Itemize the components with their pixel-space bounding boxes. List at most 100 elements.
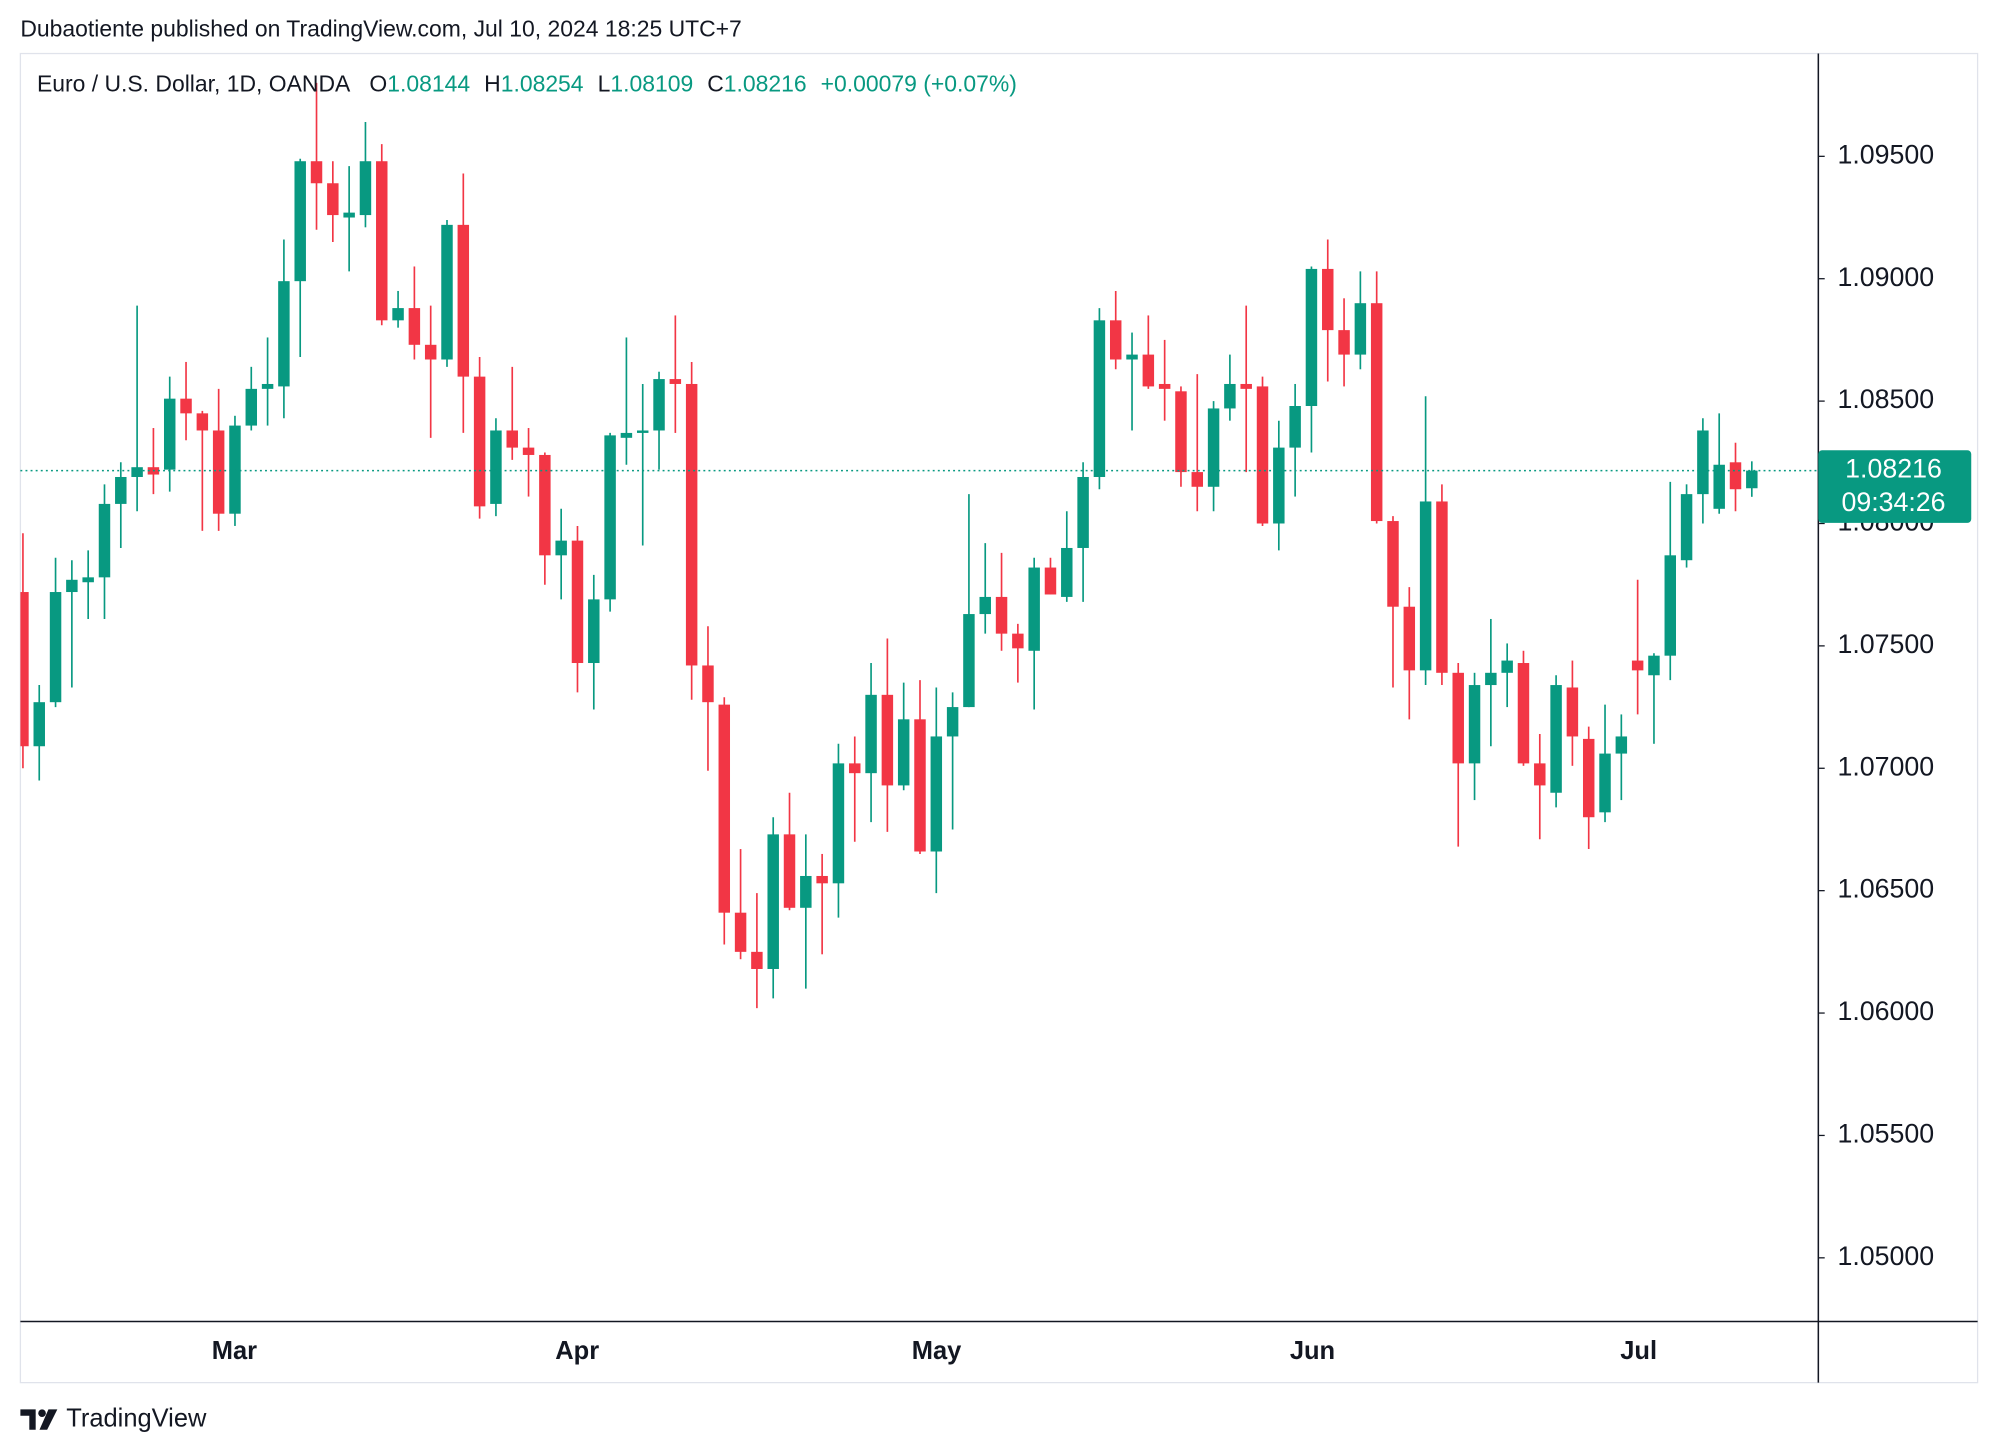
candle-body bbox=[571, 540, 584, 664]
y-tick-label: 1.06000 bbox=[1837, 996, 1934, 1026]
candle-body bbox=[1256, 386, 1269, 524]
x-tick-label: Apr bbox=[555, 1337, 599, 1365]
candle-body bbox=[278, 281, 290, 387]
candle-body bbox=[849, 763, 861, 774]
last-price-box bbox=[1818, 450, 1972, 523]
y-tick-label: 1.07000 bbox=[1837, 751, 1934, 781]
candle-body bbox=[1077, 476, 1089, 548]
candle-body bbox=[1012, 633, 1024, 649]
candle-body bbox=[522, 447, 535, 455]
candle-body bbox=[294, 161, 306, 282]
candle-body bbox=[1305, 268, 1318, 407]
candle-body bbox=[1093, 320, 1106, 477]
y-tick-label: 1.05500 bbox=[1837, 1119, 1934, 1149]
candle-body bbox=[1387, 521, 1399, 607]
candle-body bbox=[1599, 753, 1611, 813]
candle-body bbox=[669, 379, 682, 384]
candle-body bbox=[604, 435, 616, 600]
candle-body bbox=[1485, 672, 1497, 686]
candle-body bbox=[1044, 567, 1057, 595]
y-tick-label: 1.08500 bbox=[1837, 384, 1934, 414]
candle-body bbox=[1028, 567, 1040, 651]
x-tick-label: Jul bbox=[1620, 1337, 1657, 1365]
brand-name: TradingView bbox=[66, 1404, 207, 1432]
legend-prefix: L bbox=[598, 70, 611, 96]
candle-body bbox=[66, 579, 78, 593]
candle-body bbox=[1436, 501, 1448, 673]
candle-body bbox=[1109, 320, 1122, 360]
candle-body bbox=[1746, 470, 1758, 489]
legend-close: 1.08216 bbox=[724, 70, 807, 96]
candle-body bbox=[979, 596, 991, 615]
x-tick-label: Mar bbox=[212, 1337, 257, 1365]
legend-low: 1.08109 bbox=[610, 70, 693, 96]
candle-body bbox=[881, 694, 894, 786]
candle-body bbox=[1550, 685, 1562, 793]
candle-body bbox=[1354, 303, 1367, 355]
candle-body bbox=[163, 398, 176, 470]
candle-body bbox=[800, 875, 812, 908]
candle-body bbox=[115, 476, 127, 504]
candle-body bbox=[131, 467, 143, 477]
chart-frame bbox=[19, 52, 1979, 1384]
brand-logo bbox=[20, 1409, 58, 1430]
candle-body bbox=[930, 736, 943, 852]
candle-body bbox=[424, 344, 437, 360]
candle-body bbox=[1501, 660, 1513, 673]
candle-body bbox=[1142, 354, 1155, 387]
candle-body bbox=[1517, 663, 1530, 764]
candle-body bbox=[995, 596, 1008, 634]
candle-body bbox=[180, 398, 192, 414]
symbol-title: Euro / U.S. Dollar, 1D, OANDA bbox=[37, 70, 351, 96]
candle-body bbox=[588, 599, 600, 664]
candle-body bbox=[49, 592, 62, 703]
candle-body bbox=[1452, 672, 1464, 764]
legend-prefix: H bbox=[484, 70, 501, 96]
candle-body bbox=[1403, 606, 1416, 671]
candle-body bbox=[816, 875, 828, 884]
candle-body bbox=[376, 161, 388, 321]
x-tick-label: Jun bbox=[1290, 1337, 1335, 1365]
candle-body bbox=[1322, 268, 1334, 331]
candle-body bbox=[212, 430, 225, 514]
candle-body bbox=[1207, 408, 1220, 487]
candle-body bbox=[98, 503, 111, 578]
candle-body bbox=[1126, 354, 1138, 360]
candle-body bbox=[702, 665, 714, 703]
y-tick-label: 1.05000 bbox=[1837, 1241, 1934, 1271]
publish-header: Dubaotiente published on TradingView.com… bbox=[20, 16, 741, 42]
candle-body bbox=[1697, 430, 1709, 495]
candle-body bbox=[1338, 330, 1350, 355]
candle-body bbox=[1615, 736, 1628, 754]
candle-body bbox=[441, 224, 453, 360]
candle-body bbox=[734, 912, 747, 952]
candle-body bbox=[473, 376, 486, 507]
candle-body bbox=[229, 425, 241, 514]
candle-body bbox=[1158, 383, 1171, 389]
candle-body bbox=[767, 834, 779, 969]
candle-body bbox=[1240, 383, 1252, 389]
candle-body bbox=[457, 224, 470, 377]
plot-area bbox=[20, 82, 1758, 1009]
candle-body bbox=[506, 430, 518, 448]
candle-body bbox=[914, 719, 926, 852]
candle-body bbox=[1648, 655, 1660, 676]
candle-body bbox=[1273, 447, 1285, 524]
legend-change: +0.00079 (+0.07%) bbox=[821, 70, 1017, 96]
legend: Euro / U.S. Dollar, 1D, OANDA O1.08144 H… bbox=[37, 70, 1017, 96]
candle-body bbox=[1664, 555, 1677, 656]
countdown-label: 09:34:26 bbox=[1841, 487, 1945, 517]
candle-body bbox=[261, 383, 274, 389]
candle-body bbox=[1566, 687, 1579, 737]
candle-body bbox=[359, 161, 372, 216]
candle-body bbox=[245, 388, 258, 426]
candle-body bbox=[783, 834, 796, 908]
candle-body bbox=[832, 763, 845, 884]
candle-body bbox=[751, 951, 763, 969]
candle-body bbox=[946, 707, 959, 737]
y-tick-label: 1.09500 bbox=[1837, 139, 1934, 169]
legend-prefix: O bbox=[369, 70, 387, 96]
candle-body bbox=[327, 183, 339, 216]
candle-body bbox=[653, 379, 665, 431]
candle-body bbox=[196, 413, 209, 431]
